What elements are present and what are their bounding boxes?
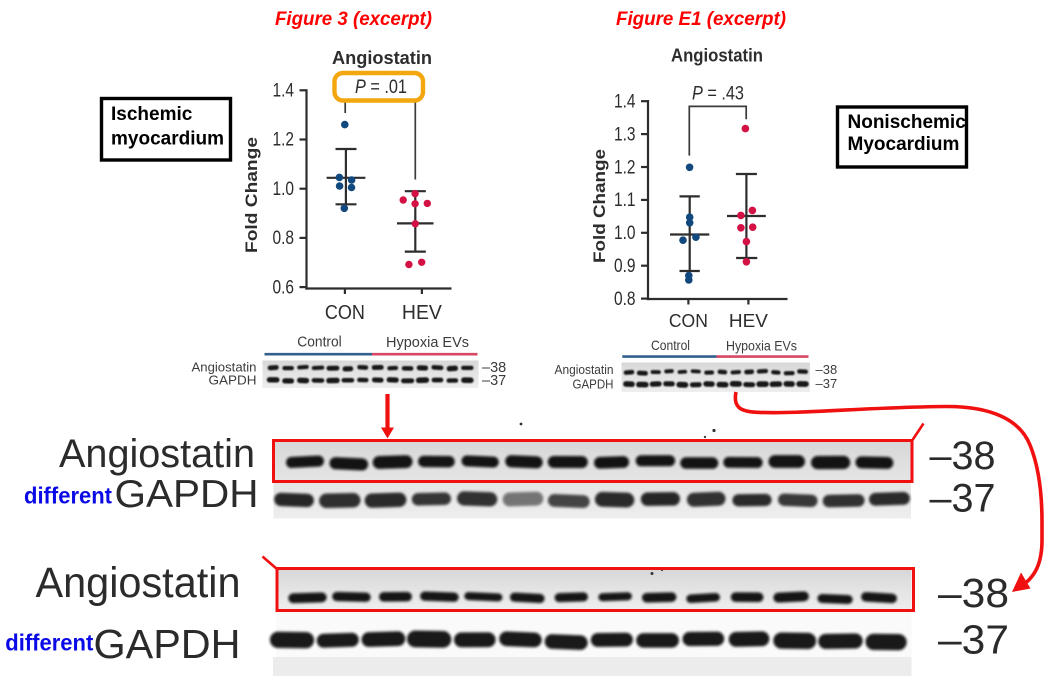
svg-text:1.0: 1.0 bbox=[273, 179, 295, 200]
svg-text:GAPDH: GAPDH bbox=[209, 372, 257, 387]
svg-text:–37: –37 bbox=[938, 617, 1009, 663]
svg-text:–38: –38 bbox=[482, 360, 506, 376]
svg-text:Angiostatin: Angiostatin bbox=[192, 360, 257, 375]
svg-text:Figure E1 (excerpt): Figure E1 (excerpt) bbox=[616, 9, 786, 30]
svg-text:Fold Change: Fold Change bbox=[243, 137, 261, 253]
svg-text:0.9: 0.9 bbox=[614, 256, 636, 277]
svg-text:Angiostatin: Angiostatin bbox=[36, 559, 241, 607]
svg-text:Angiostatin: Angiostatin bbox=[671, 46, 763, 66]
svg-text:P = .43: P = .43 bbox=[692, 84, 744, 105]
svg-text:Fold Change: Fold Change bbox=[591, 149, 609, 263]
svg-text:CON: CON bbox=[325, 302, 365, 324]
svg-text:different: different bbox=[5, 630, 93, 656]
svg-text:Ischemic: Ischemic bbox=[111, 104, 193, 125]
svg-text:myocardium: myocardium bbox=[111, 128, 224, 149]
svg-text:–37: –37 bbox=[482, 373, 506, 389]
svg-text:Angiostatin: Angiostatin bbox=[555, 363, 614, 377]
svg-text:–38: –38 bbox=[930, 434, 996, 478]
svg-text:Angiostatin: Angiostatin bbox=[332, 48, 432, 68]
svg-text:Figure 3 (excerpt): Figure 3 (excerpt) bbox=[275, 9, 432, 30]
svg-text:Myocardium: Myocardium bbox=[848, 134, 960, 155]
svg-text:0.8: 0.8 bbox=[273, 228, 295, 249]
svg-text:1.4: 1.4 bbox=[273, 81, 295, 102]
svg-text:CON: CON bbox=[669, 310, 708, 331]
svg-text:GAPDH: GAPDH bbox=[573, 378, 614, 392]
svg-text:Hypoxia EVs: Hypoxia EVs bbox=[386, 335, 469, 351]
svg-text:0.8: 0.8 bbox=[614, 289, 636, 310]
svg-text:different: different bbox=[24, 483, 112, 509]
svg-text:GAPDH: GAPDH bbox=[94, 621, 241, 667]
svg-text:Hypoxia EVs: Hypoxia EVs bbox=[726, 338, 797, 354]
svg-text:1.2: 1.2 bbox=[614, 157, 636, 178]
svg-text:GAPDH: GAPDH bbox=[115, 473, 259, 516]
svg-text:–38: –38 bbox=[816, 362, 838, 377]
svg-text:–37: –37 bbox=[816, 376, 838, 391]
svg-text:Angiostatin: Angiostatin bbox=[59, 432, 255, 476]
svg-text:1.3: 1.3 bbox=[614, 124, 636, 145]
svg-text:Control: Control bbox=[297, 335, 342, 351]
svg-text:Control: Control bbox=[651, 337, 690, 353]
svg-text:HEV: HEV bbox=[729, 310, 769, 331]
svg-text:1.1: 1.1 bbox=[614, 190, 636, 211]
svg-text:1.4: 1.4 bbox=[614, 92, 636, 113]
svg-text:HEV: HEV bbox=[402, 302, 443, 324]
svg-text:1.2: 1.2 bbox=[273, 130, 295, 151]
svg-text:–37: –37 bbox=[930, 477, 996, 521]
svg-text:Nonischemic: Nonischemic bbox=[848, 112, 967, 133]
svg-text:P = .01: P = .01 bbox=[355, 77, 407, 98]
svg-text:1.0: 1.0 bbox=[614, 223, 636, 244]
svg-text:–38: –38 bbox=[938, 570, 1009, 616]
svg-text:0.6: 0.6 bbox=[273, 277, 295, 298]
